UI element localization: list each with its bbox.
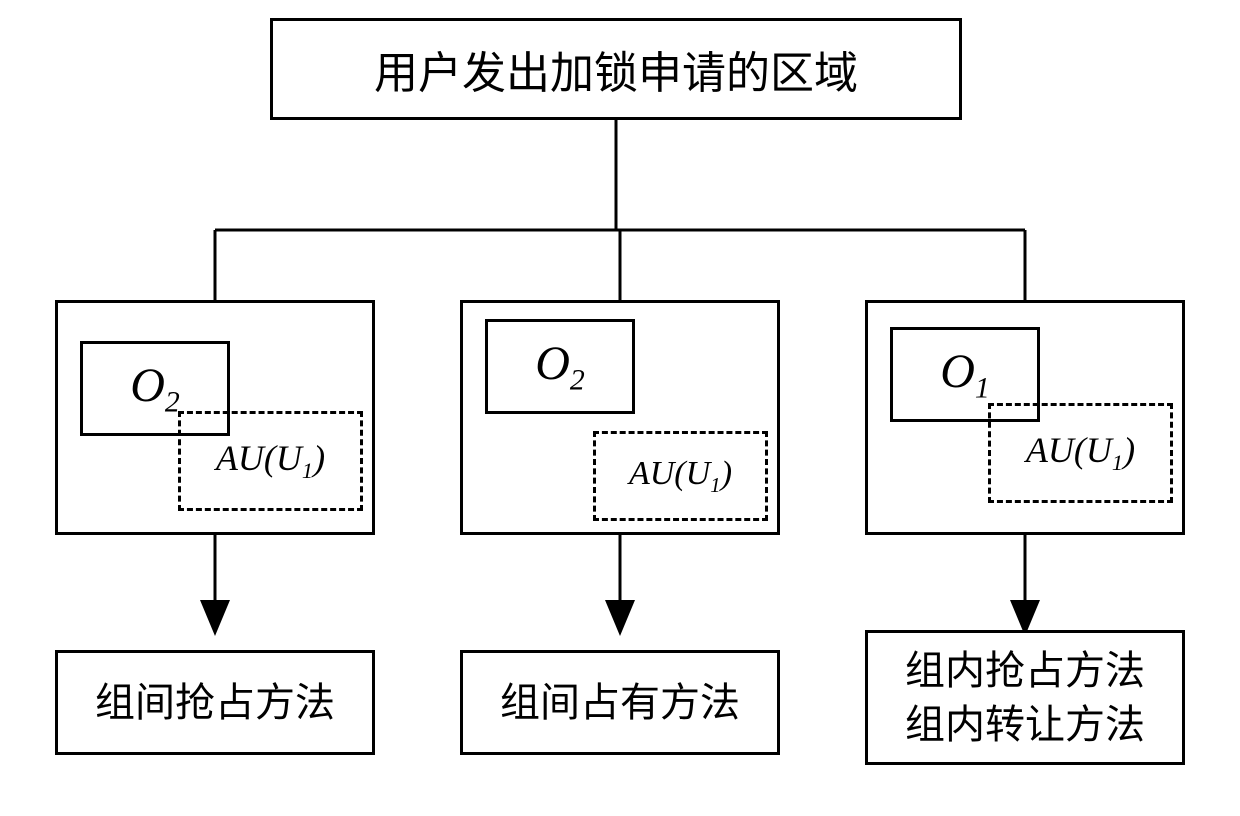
- result-line: 组间抢占方法: [95, 676, 335, 730]
- title-text: 用户发出加锁申请的区域: [374, 37, 858, 101]
- object-box: O2: [485, 319, 635, 414]
- au-label: AU(U1): [629, 455, 732, 498]
- scenario-panel-2: O2 AU(U1): [460, 300, 780, 535]
- result-line: 组内转让方法: [905, 698, 1145, 752]
- scenario-panel-1: O2 AU(U1): [55, 300, 375, 535]
- au-label: AU(U1): [1026, 429, 1135, 476]
- title-box: 用户发出加锁申请的区域: [270, 18, 962, 120]
- result-box-2: 组间占有方法: [460, 650, 780, 755]
- result-line: 组内抢占方法: [905, 644, 1145, 698]
- au-box: AU(U1): [593, 431, 768, 521]
- object-label: O1: [940, 344, 990, 406]
- scenario-panel-3: O1 AU(U1): [865, 300, 1185, 535]
- object-label: O2: [130, 358, 180, 420]
- diagram-canvas: 用户发出加锁申请的区域 O2 AU(U1) O2 AU(U1) O1 AU(U1) 组间抢…: [0, 0, 1240, 816]
- result-box-3: 组内抢占方法组内转让方法: [865, 630, 1185, 765]
- result-line: 组间占有方法: [500, 676, 740, 730]
- object-label: O2: [535, 336, 585, 398]
- au-label: AU(U1): [216, 437, 325, 484]
- au-box: AU(U1): [988, 403, 1173, 503]
- result-box-1: 组间抢占方法: [55, 650, 375, 755]
- au-box: AU(U1): [178, 411, 363, 511]
